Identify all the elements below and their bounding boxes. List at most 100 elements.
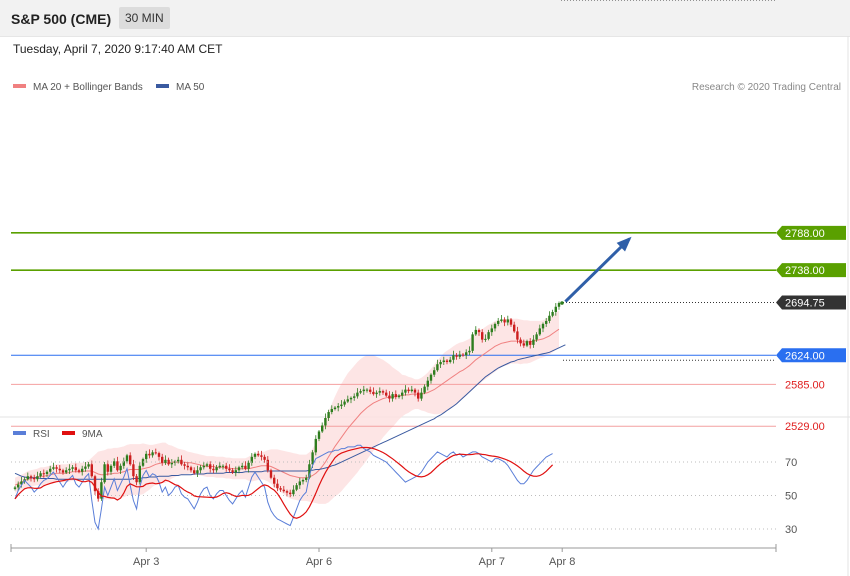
- candle: [381, 389, 385, 395]
- candle-body: [180, 459, 183, 465]
- candle: [68, 464, 71, 475]
- candle-body: [119, 465, 122, 471]
- candle: [378, 387, 381, 396]
- candle: [138, 462, 141, 485]
- candle: [452, 350, 455, 364]
- candle-body: [247, 462, 250, 469]
- candle: [493, 322, 497, 332]
- candle: [445, 359, 449, 365]
- candles: [13, 301, 561, 502]
- candle-body: [42, 473, 45, 475]
- candle: [97, 488, 100, 502]
- candle-body: [311, 452, 314, 465]
- candle-body: [449, 359, 452, 363]
- candle-body: [241, 465, 244, 468]
- candle: [273, 474, 276, 488]
- candle-body: [541, 323, 545, 329]
- candle: [420, 388, 423, 401]
- timeframe-button[interactable]: 30 MIN: [119, 7, 170, 29]
- candle-body: [385, 392, 388, 396]
- candle: [375, 390, 378, 398]
- candle-body: [324, 418, 327, 426]
- candle-body: [273, 477, 276, 484]
- legend-label-9ma: 9MA: [82, 429, 103, 440]
- last-price-dot: [560, 301, 564, 305]
- candle-body: [397, 395, 401, 398]
- candle-body: [177, 459, 180, 462]
- candle: [52, 462, 55, 471]
- candle: [244, 461, 247, 471]
- candle-body: [225, 465, 228, 469]
- candle-body: [423, 386, 426, 393]
- candle: [33, 474, 36, 483]
- candle: [417, 389, 420, 402]
- candle: [77, 468, 81, 474]
- candle: [388, 391, 391, 403]
- candle: [330, 405, 333, 415]
- candle: [253, 452, 257, 460]
- candle: [298, 477, 301, 489]
- candle-body: [413, 389, 417, 393]
- candle: [295, 482, 298, 492]
- candle-body: [132, 464, 135, 477]
- candle-body: [209, 464, 212, 469]
- candle: [305, 474, 308, 483]
- candle-body: [381, 391, 385, 393]
- candle-body: [500, 319, 503, 321]
- candle-body: [317, 431, 321, 439]
- candle: [487, 329, 490, 341]
- candle: [426, 376, 429, 391]
- candle: [279, 485, 282, 492]
- candle-body: [257, 453, 260, 456]
- candle-body: [234, 470, 237, 473]
- candle-body: [103, 464, 106, 483]
- candle: [157, 451, 161, 461]
- candle-body: [250, 456, 253, 463]
- candle: [548, 311, 551, 324]
- candle-body: [122, 461, 125, 466]
- candle: [455, 353, 458, 360]
- candle: [132, 459, 135, 480]
- candle: [289, 489, 292, 498]
- candle-body: [519, 339, 522, 344]
- candle: [205, 462, 209, 468]
- candle-body: [253, 453, 257, 457]
- legend-swatch-ma50: [156, 84, 169, 88]
- candle: [26, 472, 29, 481]
- candle: [327, 409, 330, 421]
- candle-body: [148, 453, 151, 456]
- candle: [365, 388, 369, 393]
- candle-body: [135, 476, 138, 483]
- candle-body: [452, 355, 455, 360]
- candle-body: [218, 465, 221, 468]
- candle-body: [545, 320, 548, 324]
- candle-body: [74, 467, 77, 471]
- candle-body: [493, 323, 497, 329]
- legend-swatch-9ma: [62, 431, 75, 435]
- candle: [532, 335, 535, 348]
- candle-body: [426, 380, 429, 387]
- candle: [17, 481, 20, 492]
- candle: [36, 471, 39, 482]
- candle-body: [113, 461, 116, 466]
- candle-body: [378, 391, 381, 393]
- candle: [241, 462, 244, 470]
- candle: [423, 384, 426, 395]
- candle-body: [503, 319, 506, 323]
- level-tag-2624.00: [776, 348, 846, 363]
- candle-body: [375, 392, 378, 395]
- candle-body: [196, 470, 199, 474]
- forecast-arrow-shaft: [564, 237, 631, 303]
- candle-body: [359, 391, 362, 393]
- candle: [186, 462, 189, 471]
- candle: [209, 461, 212, 473]
- candle-body: [513, 324, 516, 332]
- candle: [541, 322, 545, 333]
- candle-body: [52, 467, 55, 469]
- candle-body: [401, 392, 404, 396]
- candle-body: [436, 364, 439, 371]
- candle-body: [298, 481, 301, 486]
- candle: [231, 468, 234, 475]
- candle: [522, 339, 525, 348]
